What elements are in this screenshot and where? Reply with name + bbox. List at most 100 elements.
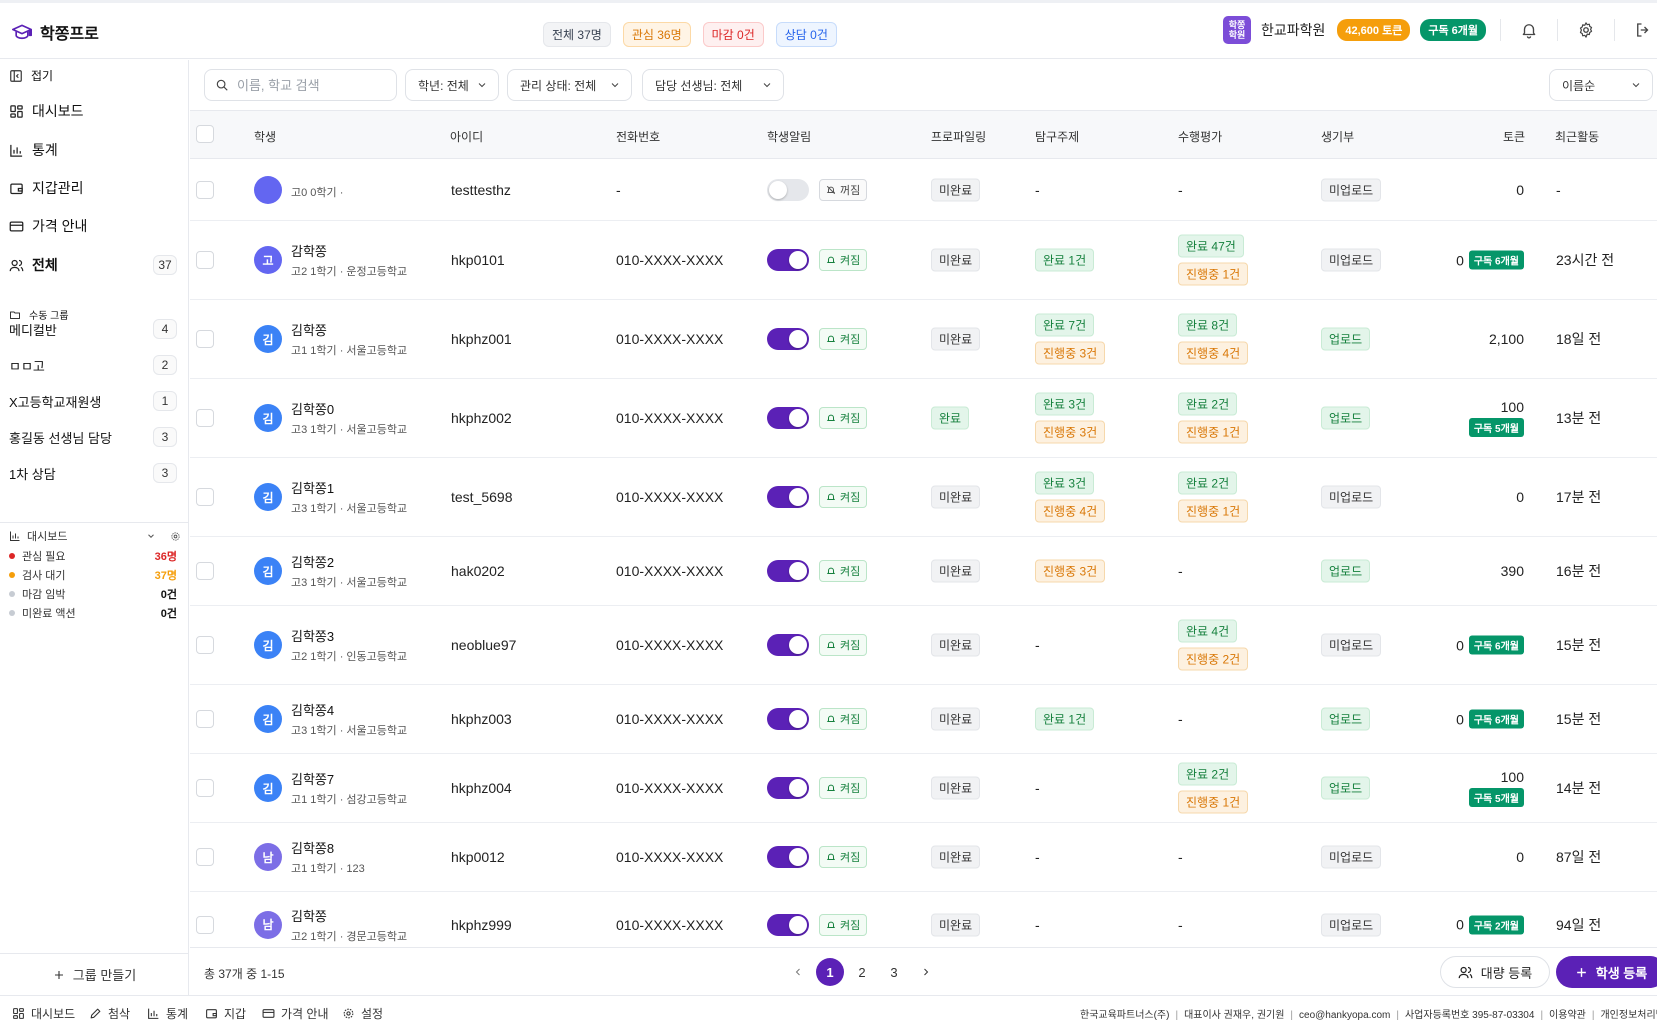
bottom-nav-wallet[interactable]: 지갑 [205,1005,246,1022]
col-student[interactable]: 학생 [254,130,277,144]
student-name[interactable]: 김학쫑1 [291,481,335,496]
col-phone[interactable]: 전화번호 [616,130,661,144]
row-checkbox[interactable] [196,409,214,427]
student-name[interactable]: 김학쫑 [291,323,327,338]
teacher-filter[interactable]: 담당 선생님: 전체 [642,69,784,101]
alarm-toggle[interactable] [767,560,809,582]
alarm-toggle[interactable] [767,328,809,350]
bottom-nav-stats[interactable]: 통계 [147,1005,188,1022]
total-pill[interactable]: 전체 37명 [543,22,611,47]
col-profiling[interactable]: 프로파일링 [931,130,987,144]
col-id[interactable]: 아이디 [450,130,484,144]
table-row[interactable]: 고 감학쫑 고2 1학기 · 운정고등학교 hkp0101 010-XXXX-XXXX 켜… [190,221,1657,300]
row-checkbox[interactable] [196,848,214,866]
grade-filter[interactable]: 학년: 전체 [405,69,499,101]
table-row[interactable]: 김 김학쫑7 고1 1학기 · 섬강고등학교 hkphz004 010-XXXX-XXX… [190,754,1657,823]
bottom-nav-pricing[interactable]: 가격 안내 [262,1005,329,1022]
page-3-button[interactable]: 3 [890,964,898,980]
row-checkbox[interactable] [196,488,214,506]
bulk-register-button[interactable]: 대량 등록 [1440,956,1550,988]
page-2-button[interactable]: 2 [858,964,866,980]
status-filter[interactable]: 관리 상태: 전체 [507,69,632,101]
student-name[interactable]: 김학쫑0 [291,402,335,417]
table-row[interactable]: 김 김학쫑4 고3 1학기 · 서울고등학교 hkphz003 010-XXXX-XXX… [190,685,1657,754]
bottom-nav-review[interactable]: 첨삭 [89,1005,130,1022]
alarm-toggle[interactable] [767,846,809,868]
subscription-badge[interactable]: 구독 6개월 [1420,19,1486,41]
prev-page-button[interactable] [784,958,812,986]
company-info-item[interactable]: 개인정보처리방침 [1600,1010,1657,1021]
bell-icon[interactable] [1515,16,1543,44]
table-row[interactable]: 김 김학쫑2 고3 1학기 · 서울고등학교 hak0202 010-XXXX-XXXX… [190,537,1657,606]
row-checkbox[interactable] [196,915,214,934]
alarm-toggle[interactable] [767,913,809,936]
logo[interactable]: 학쫑프로 [12,20,99,44]
bottom-nav-dashboard[interactable]: 대시보드 [12,1005,75,1022]
table-row[interactable]: 김 김학쫑1 고3 1학기 · 서울고등학교 test_5698 010-XXXX-XX… [190,458,1657,537]
dashboard-widget-row[interactable]: 관심 필요 36명 [9,548,177,564]
col-inquiry[interactable]: 탐구주제 [1035,130,1080,144]
search-input[interactable] [237,77,387,93]
deadline-pill[interactable]: 마감 0건 [702,22,764,47]
table-row[interactable]: 김 김학쫑3 고2 1학기 · 인동고등학교 neoblue97 010-XXXX-XX… [190,606,1657,685]
col-perf[interactable]: 수행평가 [1178,130,1223,144]
table-row[interactable]: 김 김학쫑0 고3 1학기 · 서울고등학교 hkphz002 010-XXXX-XXX… [190,379,1657,458]
alarm-toggle[interactable] [767,708,809,730]
row-checkbox[interactable] [196,181,214,199]
row-checkbox[interactable] [196,251,214,269]
sidebar-item-stats[interactable]: 통계 [9,140,58,160]
dashboard-widget-row[interactable]: 마감 임박 0건 [9,586,177,602]
logout-icon[interactable] [1629,16,1657,44]
alarm-toggle[interactable] [767,249,809,271]
col-record[interactable]: 생기부 [1321,130,1355,144]
sidebar-group-item[interactable]: ㅁㅁ고 2 [9,355,177,375]
alarm-toggle[interactable] [767,486,809,508]
row-checkbox[interactable] [196,779,214,797]
table-row[interactable]: 김 김학쫑 고1 1학기 · 서울고등학교 hkphz001 010-XXXX-XXXX… [190,300,1657,379]
sidebar-group-item[interactable]: 메디컬반 4 [9,319,177,339]
col-token[interactable]: 토큰 [1503,130,1526,144]
company-info-item[interactable]: 이용약관 [1549,1010,1586,1021]
add-student-button[interactable]: 학생 등록 [1556,956,1657,988]
alarm-toggle[interactable] [767,777,809,799]
bottom-nav-settings[interactable]: 설정 [342,1005,383,1022]
gear-icon[interactable] [1572,16,1600,44]
page-1-button[interactable]: 1 [816,958,844,986]
make-group-button[interactable]: 그룹 만들기 [0,953,189,995]
student-name[interactable]: 김학쫑2 [291,555,335,570]
student-name[interactable]: 감학쫑 [291,244,327,259]
col-recent[interactable]: 최근활동 [1555,130,1600,144]
sidebar-item-pricing[interactable]: 가격 안내 [9,216,87,236]
next-page-button[interactable] [912,958,940,986]
consult-pill[interactable]: 상담 0건 [775,22,837,47]
dashboard-widget-row[interactable]: 미완료 액션 0건 [9,605,177,621]
alarm-toggle[interactable] [767,179,809,201]
select-all-checkbox[interactable] [196,125,214,143]
student-name[interactable]: 김학쫑4 [291,703,335,718]
sidebar-group-item[interactable]: X고등학교재원생 1 [9,391,177,411]
row-checkbox[interactable] [196,710,214,728]
alarm-toggle[interactable] [767,407,809,429]
table-row[interactable]: 남 김학쫑 고2 1학기 · 경문고등학교 hkphz999 010-XXXX-XXXX… [190,892,1657,947]
sidebar-group-item[interactable]: 1차 상담 3 [9,463,177,483]
table-row[interactable]: 고0 0학기 · testtesthz - 꺼짐 미완료 - - 미업로드 0 - [190,160,1657,221]
dashboard-widget-row[interactable]: 검사 대기 37명 [9,567,177,583]
alarm-toggle[interactable] [767,634,809,656]
row-checkbox[interactable] [196,330,214,348]
sidebar-group-item[interactable]: 홍길동 선생님 담당 3 [9,427,177,447]
student-name[interactable]: 김학쫑3 [291,629,335,644]
sidebar-item-wallet[interactable]: 지갑관리 [9,178,84,198]
row-checkbox[interactable] [196,636,214,654]
token-balance[interactable]: 42,600 토큰 [1337,19,1411,41]
table-row[interactable]: 남 김학쫑8 고1 1학기 · 123 hkp0012 010-XXXX-XXXX 켜짐 미… [190,823,1657,892]
student-name[interactable]: 김학쫑7 [291,772,335,787]
gear-icon[interactable] [170,531,181,542]
student-name[interactable]: 김학쫑 [291,908,327,924]
chevron-down-icon[interactable] [146,531,156,541]
row-checkbox[interactable] [196,562,214,580]
interest-pill[interactable]: 관심 36명 [622,22,691,47]
sidebar-item-dashboard[interactable]: 대시보드 [9,101,84,121]
sort-select[interactable]: 이름순 [1549,69,1653,101]
student-name[interactable]: 김학쫑8 [291,841,335,856]
sidebar-item-all[interactable]: 전체 37 [9,255,177,275]
